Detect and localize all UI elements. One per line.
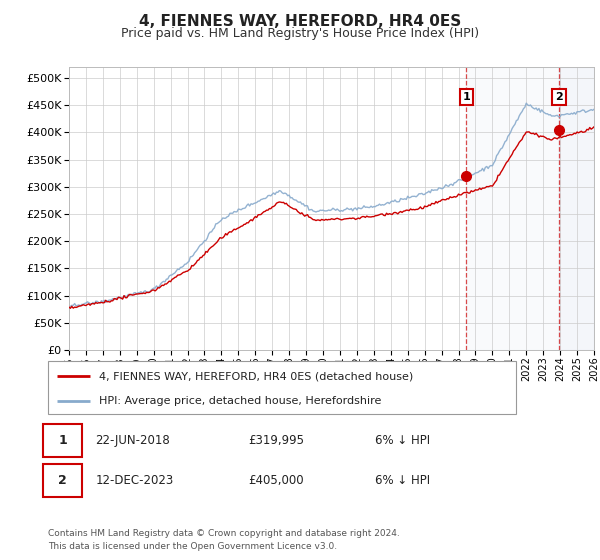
Text: 4, FIENNES WAY, HEREFORD, HR4 0ES: 4, FIENNES WAY, HEREFORD, HR4 0ES — [139, 14, 461, 29]
Text: £319,995: £319,995 — [248, 434, 305, 447]
Bar — [559, 67, 594, 350]
Text: £405,000: £405,000 — [248, 474, 304, 487]
FancyBboxPatch shape — [43, 424, 82, 458]
Text: 4, FIENNES WAY, HEREFORD, HR4 0ES (detached house): 4, FIENNES WAY, HEREFORD, HR4 0ES (detac… — [100, 371, 414, 381]
Text: 2: 2 — [555, 92, 563, 102]
FancyBboxPatch shape — [43, 464, 82, 497]
Text: Price paid vs. HM Land Registry's House Price Index (HPI): Price paid vs. HM Land Registry's House … — [121, 27, 479, 40]
Bar — [466, 67, 559, 350]
Text: 6% ↓ HPI: 6% ↓ HPI — [376, 434, 430, 447]
Text: 12-DEC-2023: 12-DEC-2023 — [95, 474, 174, 487]
FancyBboxPatch shape — [48, 361, 516, 414]
Text: 2: 2 — [58, 474, 67, 487]
Text: 6% ↓ HPI: 6% ↓ HPI — [376, 474, 430, 487]
Text: 22-JUN-2018: 22-JUN-2018 — [95, 434, 170, 447]
Text: 1: 1 — [463, 92, 470, 102]
Text: 1: 1 — [58, 434, 67, 447]
Text: HPI: Average price, detached house, Herefordshire: HPI: Average price, detached house, Here… — [100, 396, 382, 406]
Text: This data is licensed under the Open Government Licence v3.0.: This data is licensed under the Open Gov… — [48, 542, 337, 550]
Text: Contains HM Land Registry data © Crown copyright and database right 2024.: Contains HM Land Registry data © Crown c… — [48, 529, 400, 538]
